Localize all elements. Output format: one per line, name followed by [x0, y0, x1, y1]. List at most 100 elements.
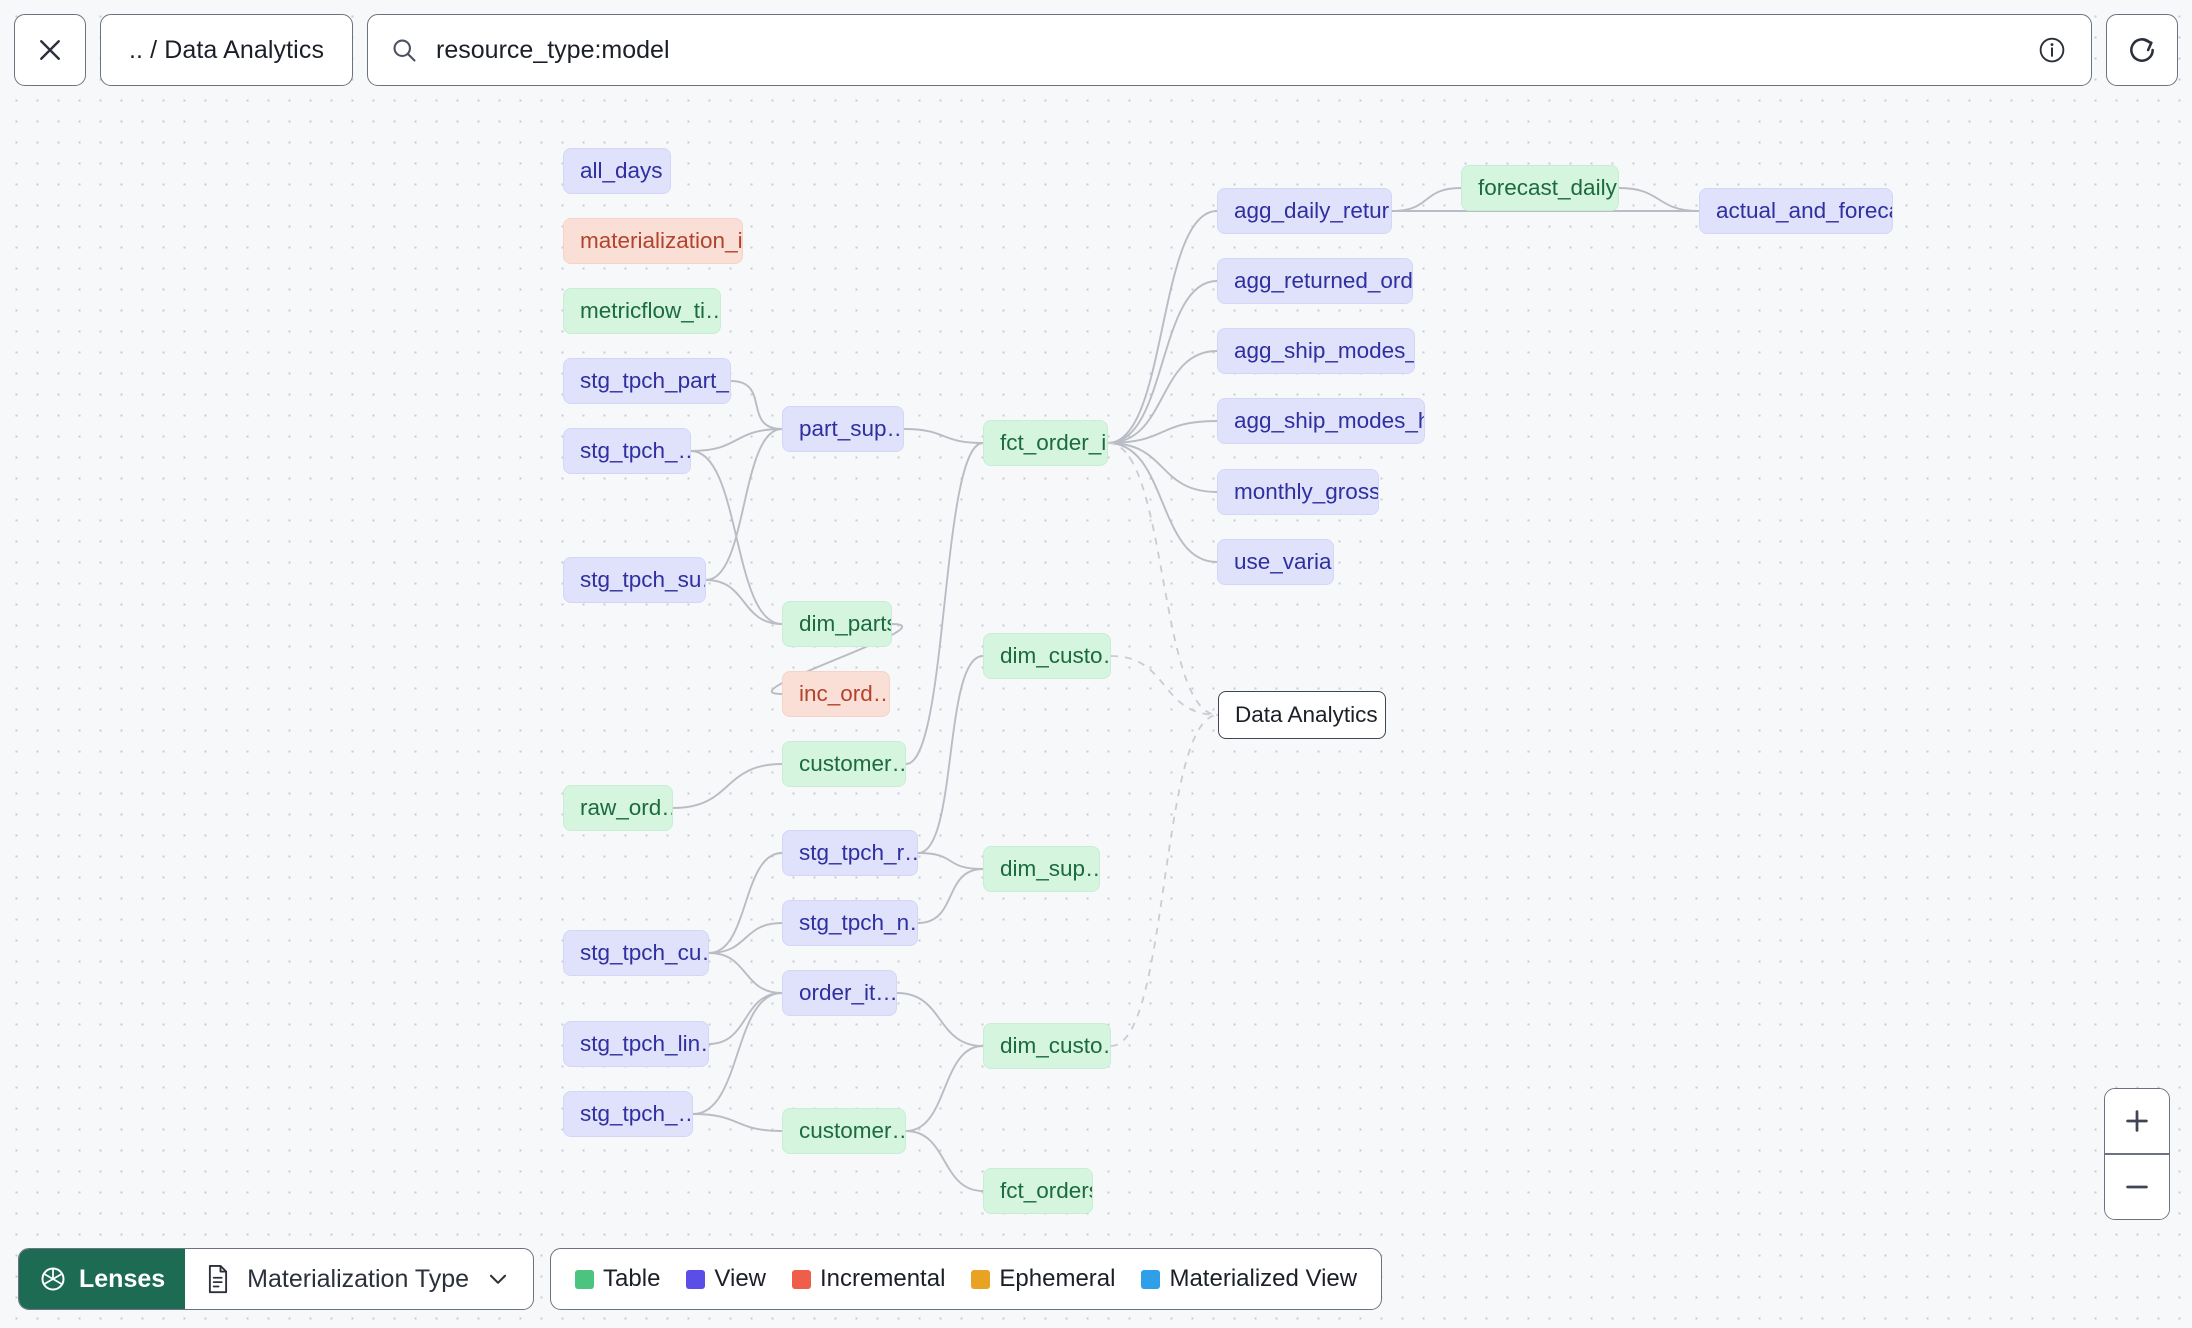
graph-node-stg-tpch-lin[interactable]: stg_tpch_lin…: [563, 1021, 709, 1067]
top-toolbar: .. / Data Analytics resource_type:model: [14, 14, 2178, 86]
graph-node-metricflow-ti[interactable]: metricflow_ti…: [563, 288, 721, 334]
graph-node-dim-custo-a[interactable]: dim_custo…: [983, 633, 1111, 679]
graph-edge: [903, 428, 984, 444]
graph-node-dim-custo-b[interactable]: dim_custo…: [983, 1023, 1111, 1069]
graph-edge: [1107, 442, 1218, 493]
legend-swatch: [686, 1269, 706, 1289]
graph-node-materialization-i[interactable]: materialization_i…: [563, 218, 743, 264]
legend-item: Ephemeral: [971, 1265, 1115, 1293]
zoom-divider: [2105, 1153, 2169, 1155]
legend-swatch: [1141, 1269, 1161, 1289]
plus-icon: [2122, 1106, 2152, 1136]
graph-edge: [692, 1113, 783, 1132]
zoom-out-button[interactable]: [2105, 1155, 2169, 1219]
graph-edge: [917, 852, 984, 870]
graph-node-forecast-daily[interactable]: forecast_daily…: [1461, 165, 1619, 211]
lenses-control: Lenses Materialization Type: [18, 1248, 535, 1310]
graph-edge: [1391, 187, 1462, 212]
graph-node-stg-tpch-a[interactable]: stg_tpch_…: [563, 428, 691, 474]
graph-edge: [1107, 442, 1218, 563]
legend-item: Materialized View: [1141, 1265, 1357, 1293]
graph-node-agg-daily-retur[interactable]: agg_daily_retur…: [1217, 188, 1392, 234]
legend-label: Ephemeral: [999, 1265, 1116, 1292]
graph-edge: [708, 852, 783, 954]
graph-node-actual-and-foreca[interactable]: actual_and_foreca…: [1699, 188, 1893, 234]
graph-edge: [690, 428, 783, 452]
graph-node-stg-tpch-n[interactable]: stg_tpch_n…: [782, 900, 918, 946]
document-icon: [205, 1264, 231, 1294]
graph-node-stg-tpch-part-[interactable]: stg_tpch_part_…: [563, 358, 731, 404]
graph-edge: [1107, 210, 1218, 444]
graph-edge: [708, 922, 783, 954]
breadcrumb-label: .. / Data Analytics: [129, 35, 325, 64]
zoom-controls: [2104, 1088, 2170, 1220]
search-input[interactable]: resource_type:model: [367, 14, 2092, 86]
graph-edge: [705, 428, 783, 581]
aperture-icon: [39, 1265, 67, 1293]
graph-edge: [1107, 420, 1218, 444]
search-icon: [390, 36, 418, 64]
legend-item: Incremental: [792, 1265, 945, 1293]
graph-node-monthly-gross[interactable]: monthly_gross…: [1217, 469, 1379, 515]
bottom-toolbar: Lenses Materialization Type Table View Inc…: [18, 1248, 1383, 1310]
graph-node-stg-tpch-r[interactable]: stg_tpch_r…: [782, 830, 918, 876]
graph-node-stg-tpch-cu[interactable]: stg_tpch_cu…: [563, 930, 709, 976]
graph-edge: [708, 992, 783, 1045]
graph-edge: [905, 1045, 984, 1132]
graph-node-data-analytics-grp[interactable]: Data Analytics | …: [1218, 691, 1386, 739]
refresh-icon: [2126, 34, 2158, 66]
close-button[interactable]: [14, 14, 86, 86]
lens-type-dropdown[interactable]: Materialization Type: [185, 1249, 533, 1309]
info-icon[interactable]: [2037, 35, 2067, 65]
graph-node-customer-a[interactable]: customer…: [782, 741, 906, 787]
graph-edge: [672, 763, 783, 809]
legend-swatch: [792, 1269, 812, 1289]
graph-node-agg-ship-modes-ha[interactable]: agg_ship_modes_ha…: [1217, 398, 1425, 444]
lenses-label: Lenses: [79, 1264, 166, 1293]
graph-node-dim-sup[interactable]: dim_sup…: [983, 846, 1100, 892]
graph-edge: [905, 442, 984, 765]
breadcrumb-button[interactable]: .. / Data Analytics: [100, 14, 354, 86]
graph-edge: [705, 579, 783, 625]
graph-edge: [1110, 655, 1219, 716]
graph-edge: [708, 952, 783, 994]
graph-edge: [1107, 350, 1218, 444]
materialization-legend: Table View Incremental Ephemeral Materialize…: [550, 1248, 1383, 1310]
graph-node-dim-parts[interactable]: dim_parts: [782, 601, 892, 647]
legend-swatch: [575, 1269, 595, 1289]
graph-edge: [1110, 714, 1219, 1047]
legend-item: View: [686, 1265, 766, 1293]
graph-node-all-days[interactable]: all_days: [563, 148, 671, 194]
lens-type-label: Materialization Type: [247, 1264, 470, 1293]
graph-edge: [917, 868, 984, 924]
graph-node-fct-order-i[interactable]: fct_order_i…: [983, 420, 1108, 466]
legend-swatch: [971, 1269, 991, 1289]
graph-node-customer-b[interactable]: customer…: [782, 1108, 906, 1154]
graph-node-order-it[interactable]: order_it…: [782, 970, 897, 1016]
graph-edge: [730, 380, 783, 430]
graph-node-stg-tpch-su[interactable]: stg_tpch_su…: [563, 557, 706, 603]
graph-node-agg-ship-modes-d[interactable]: agg_ship_modes_d…: [1217, 328, 1415, 374]
graph-node-stg-tpch-b[interactable]: stg_tpch_…: [563, 1091, 693, 1137]
zoom-in-button[interactable]: [2105, 1089, 2169, 1154]
graph-node-inc-ord[interactable]: inc_ord…: [782, 671, 890, 717]
legend-item: Table: [575, 1265, 660, 1293]
graph-node-use-varia[interactable]: use_varia…: [1217, 539, 1334, 585]
close-icon: [35, 35, 65, 65]
chevron-down-icon: [485, 1266, 511, 1292]
graph-edge: [1618, 187, 1700, 212]
graph-edge: [1107, 442, 1219, 716]
graph-node-fct-orders[interactable]: fct_orders: [983, 1168, 1093, 1214]
legend-label: View: [714, 1265, 767, 1292]
graph-edge: [917, 655, 984, 854]
search-query-text[interactable]: resource_type:model: [436, 35, 670, 64]
graph-edge: [896, 992, 984, 1047]
graph-edge: [905, 1130, 984, 1192]
graph-edge: [1107, 280, 1218, 444]
graph-node-raw-ord[interactable]: raw_ord…: [563, 785, 673, 831]
graph-node-part-sup[interactable]: part_sup…: [782, 406, 904, 452]
lenses-button[interactable]: Lenses: [19, 1249, 186, 1309]
refresh-button[interactable]: [2106, 14, 2178, 86]
graph-node-agg-returned-orde[interactable]: agg_returned_orde…: [1217, 258, 1413, 304]
